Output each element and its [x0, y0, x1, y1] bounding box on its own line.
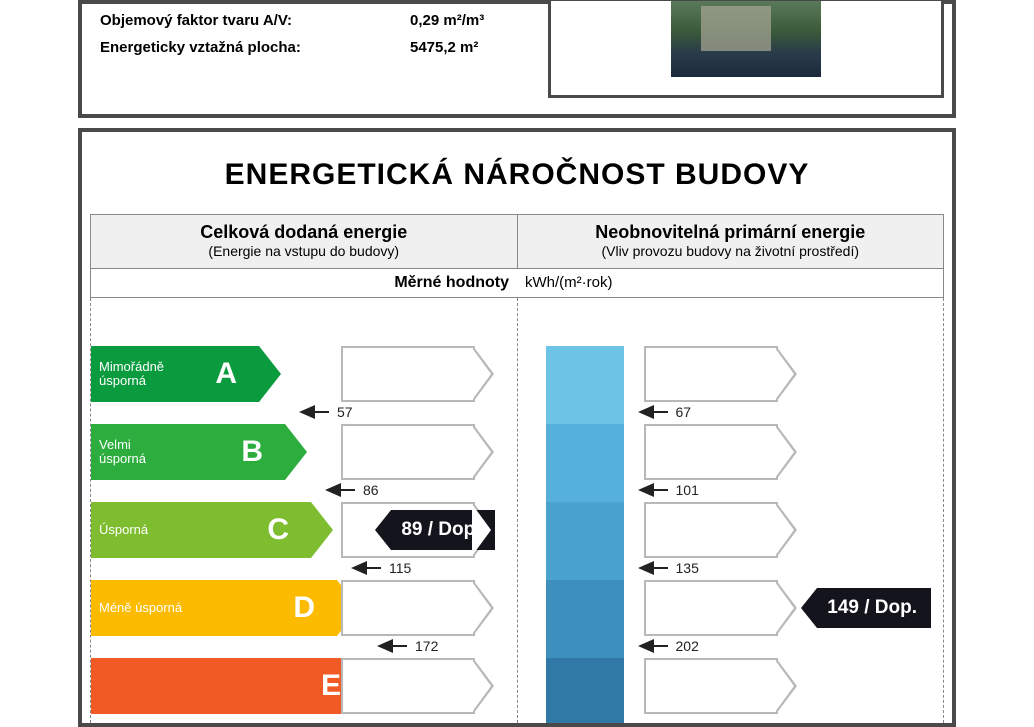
rating-outline-bar	[341, 658, 475, 714]
threshold-value: 115	[389, 560, 411, 576]
building-photo	[671, 1, 821, 77]
rating-chart-left: MimořádněúspornáAAVelmiúspornáBBÚspornáC…	[90, 298, 518, 723]
header-main: Celková dodaná energie	[91, 222, 517, 243]
threshold-value: 101	[676, 482, 699, 498]
threshold-arrow	[638, 483, 654, 497]
info-value: 5475,2 m²	[410, 39, 478, 56]
header-delivered-energy: Celková dodaná energie (Energie na vstup…	[91, 215, 518, 268]
header-primary-energy: Neobnovitelná primární energie (Vliv pro…	[518, 215, 944, 268]
rating-bar-c: ÚspornáC	[91, 502, 311, 558]
energy-rating-panel: ENERGETICKÁ NÁROČNOST BUDOVY Celková dod…	[78, 128, 956, 727]
rating-outline-bar	[341, 580, 475, 636]
header-sub: (Energie na vstupu do budovy)	[91, 243, 517, 259]
header-main: Neobnovitelná primární energie	[518, 222, 944, 243]
threshold-arrow	[299, 405, 315, 419]
primary-energy-box	[546, 502, 624, 580]
threshold-value: 202	[676, 638, 699, 654]
primary-energy-box	[546, 424, 624, 502]
info-value: 0,29 m²/m³	[410, 12, 484, 29]
primary-energy-box	[546, 346, 624, 424]
threshold-arrow	[638, 639, 654, 653]
header-sub: (Vliv provozu budovy na životní prostřed…	[518, 243, 944, 259]
units-value: kWh/(m²·rok)	[517, 274, 943, 291]
rating-chart-right: 67 101 135 202 149 / Dop.	[518, 298, 945, 723]
threshold-value: 57	[337, 404, 353, 420]
rating-outline-bar	[644, 346, 778, 402]
rating-outline-bar	[341, 424, 475, 480]
charts-container: MimořádněúspornáAAVelmiúspornáBBÚspornáC…	[90, 298, 944, 723]
panel-title: ENERGETICKÁ NÁROČNOST BUDOVY	[82, 132, 952, 214]
rating-bar-a: MimořádněúspornáA	[91, 346, 259, 402]
threshold-value: 86	[363, 482, 379, 498]
rating-outline-bar	[341, 346, 475, 402]
threshold-value: 135	[676, 560, 699, 576]
rating-outline-bar	[644, 424, 778, 480]
info-label: Objemový faktor tvaru A/V:	[100, 12, 410, 29]
primary-energy-box	[546, 658, 624, 727]
rating-bar-e: E	[91, 658, 363, 714]
threshold-arrow	[351, 561, 367, 575]
threshold-arrow	[377, 639, 393, 653]
primary-energy-box	[546, 580, 624, 658]
threshold-value: 67	[676, 404, 692, 420]
threshold-arrow	[325, 483, 341, 497]
units-row: Měrné hodnoty kWh/(m²·rok)	[90, 269, 944, 298]
rating-outline-bar	[644, 658, 778, 714]
units-label: Měrné hodnoty	[91, 274, 517, 292]
threshold-value: 172	[415, 638, 438, 654]
info-label: Energeticky vztažná plocha:	[100, 39, 410, 56]
rating-bar-b: VelmiúspornáB	[91, 424, 285, 480]
rating-outline-bar	[644, 502, 778, 558]
rating-bar-d: Méně úspornáD	[91, 580, 337, 636]
building-info-panel: Objemový faktor tvaru A/V: 0,29 m²/m³ En…	[78, 0, 956, 118]
building-photo-frame	[548, 0, 944, 98]
current-value-tag-right: 149 / Dop.	[817, 588, 931, 628]
threshold-arrow	[638, 561, 654, 575]
rating-outline-bar	[644, 580, 778, 636]
column-headers: Celková dodaná energie (Energie na vstup…	[90, 214, 944, 269]
threshold-arrow	[638, 405, 654, 419]
